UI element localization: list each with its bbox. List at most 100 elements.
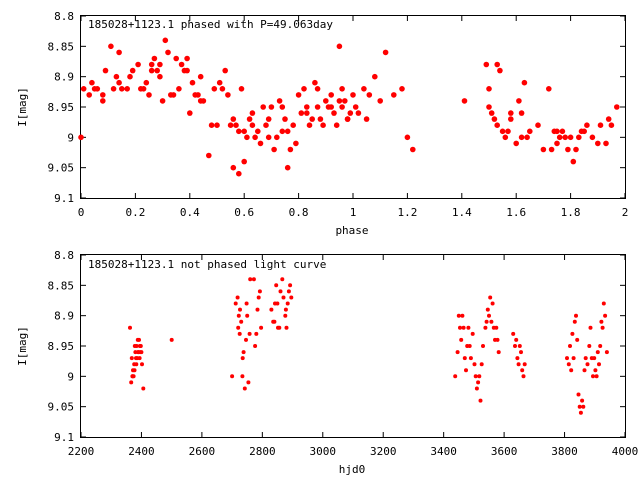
top-data-point <box>608 122 615 128</box>
top-data-point <box>603 140 609 147</box>
bottom-data-point <box>588 325 593 330</box>
bottom-data-point <box>455 350 460 355</box>
top-data-point <box>197 73 204 80</box>
top-data-point <box>518 110 525 116</box>
bottom-data-point <box>137 344 142 348</box>
top-data-point <box>279 128 286 135</box>
bottom-data-point <box>600 325 605 330</box>
top-data-point <box>508 116 514 122</box>
top-x-axis-label: phase <box>335 224 368 237</box>
top-data-point <box>352 104 359 110</box>
top-data-point <box>197 98 204 104</box>
bottom-data-point <box>453 374 458 379</box>
bottom-data-point <box>239 319 244 324</box>
top-x-tick-label: 1.6 <box>506 206 526 219</box>
bottom-data-point <box>288 283 293 288</box>
bottom-data-point <box>245 313 250 318</box>
bottom-data-point <box>284 325 289 330</box>
top-data-point <box>108 43 114 50</box>
top-data-point <box>301 86 307 92</box>
bottom-data-point <box>488 295 493 300</box>
top-data-point <box>113 73 120 80</box>
bottom-data-point <box>521 374 526 379</box>
bottom-x-axis-label: hjd0 <box>339 463 366 476</box>
bottom-y-tick-label: 8.85 <box>48 279 75 292</box>
top-data-point <box>116 49 122 56</box>
top-data-point <box>317 116 324 122</box>
bottom-data-point <box>460 313 465 318</box>
bottom-data-point <box>582 368 587 373</box>
bottom-data-point <box>236 325 241 330</box>
bottom-data-point <box>522 362 527 367</box>
top-data-point <box>260 104 267 110</box>
top-data-point <box>284 128 291 135</box>
bottom-data-point <box>568 344 572 348</box>
top-data-point <box>499 128 506 135</box>
bottom-data-point <box>141 386 146 391</box>
bottom-x-tick-label: 3400 <box>430 445 457 458</box>
top-data-point <box>614 104 620 110</box>
bottom-data-point <box>286 289 291 294</box>
top-panel: 185028+1123.1 phased with P=49.063day ph… <box>16 10 628 237</box>
top-data-point <box>295 92 302 98</box>
top-data-point <box>527 128 533 135</box>
top-data-point <box>298 110 305 116</box>
top-data-point <box>178 61 185 68</box>
top-data-point <box>336 98 343 104</box>
top-data-point <box>100 98 106 104</box>
bottom-data-point <box>230 374 235 379</box>
top-data-point <box>399 86 405 92</box>
top-data-point <box>110 86 117 92</box>
top-data-point <box>570 158 577 165</box>
bottom-data-point <box>459 337 464 342</box>
top-data-point <box>361 86 367 92</box>
bottom-data-point <box>513 344 517 348</box>
bottom-data-point <box>134 344 139 348</box>
bottom-data-point <box>247 331 252 336</box>
bottom-data-point <box>570 331 575 336</box>
bottom-data-point <box>490 301 495 306</box>
top-data-point <box>331 110 337 116</box>
bottom-data-point <box>283 313 288 318</box>
bottom-data-point <box>472 362 477 367</box>
top-data-point <box>581 128 587 135</box>
top-data-point <box>556 134 563 141</box>
top-data-point <box>214 122 220 128</box>
bottom-data-point <box>466 325 471 330</box>
bottom-plot-frame <box>80 254 626 438</box>
top-ticks: 0 0.2 0.4 0.6 0.8 1 1.2 1.4 1.6 1.8 2 8.8 8.85 8.9 8.9… <box>48 10 629 219</box>
bottom-data-point <box>495 337 500 342</box>
bottom-x-tick-label: 3200 <box>370 445 397 458</box>
bottom-data-point <box>169 337 174 342</box>
top-data-point <box>548 146 555 153</box>
top-data-point <box>124 86 130 92</box>
top-data-point <box>148 61 155 68</box>
bottom-data-point <box>134 362 139 367</box>
top-data-point <box>173 55 179 62</box>
top-data-point <box>89 79 95 86</box>
bottom-data-point <box>240 374 245 379</box>
bottom-data-point <box>257 289 262 294</box>
top-data-point <box>170 92 177 98</box>
top-data-point <box>350 92 356 98</box>
top-data-point <box>246 116 253 122</box>
bottom-data-point <box>244 337 248 342</box>
bottom-data-point <box>132 368 137 373</box>
bottom-data-point <box>583 356 588 361</box>
top-data-point <box>410 146 416 153</box>
top-data-point <box>497 67 503 74</box>
top-data-point <box>254 128 261 135</box>
top-x-tick-label: 1.4 <box>452 206 472 219</box>
top-data-point <box>323 98 329 104</box>
top-data-point <box>589 134 596 141</box>
top-data-point <box>143 79 150 86</box>
top-data-point <box>176 86 182 92</box>
top-y-axis-label: I[mag] <box>16 87 29 127</box>
top-data-point <box>535 122 541 128</box>
bottom-data-point <box>285 301 290 306</box>
top-y-tick-label: 8.85 <box>48 40 75 53</box>
top-data-point <box>363 116 370 122</box>
bottom-data-point <box>236 313 241 318</box>
bottom-data-point <box>484 319 489 324</box>
top-data-point <box>282 116 288 122</box>
